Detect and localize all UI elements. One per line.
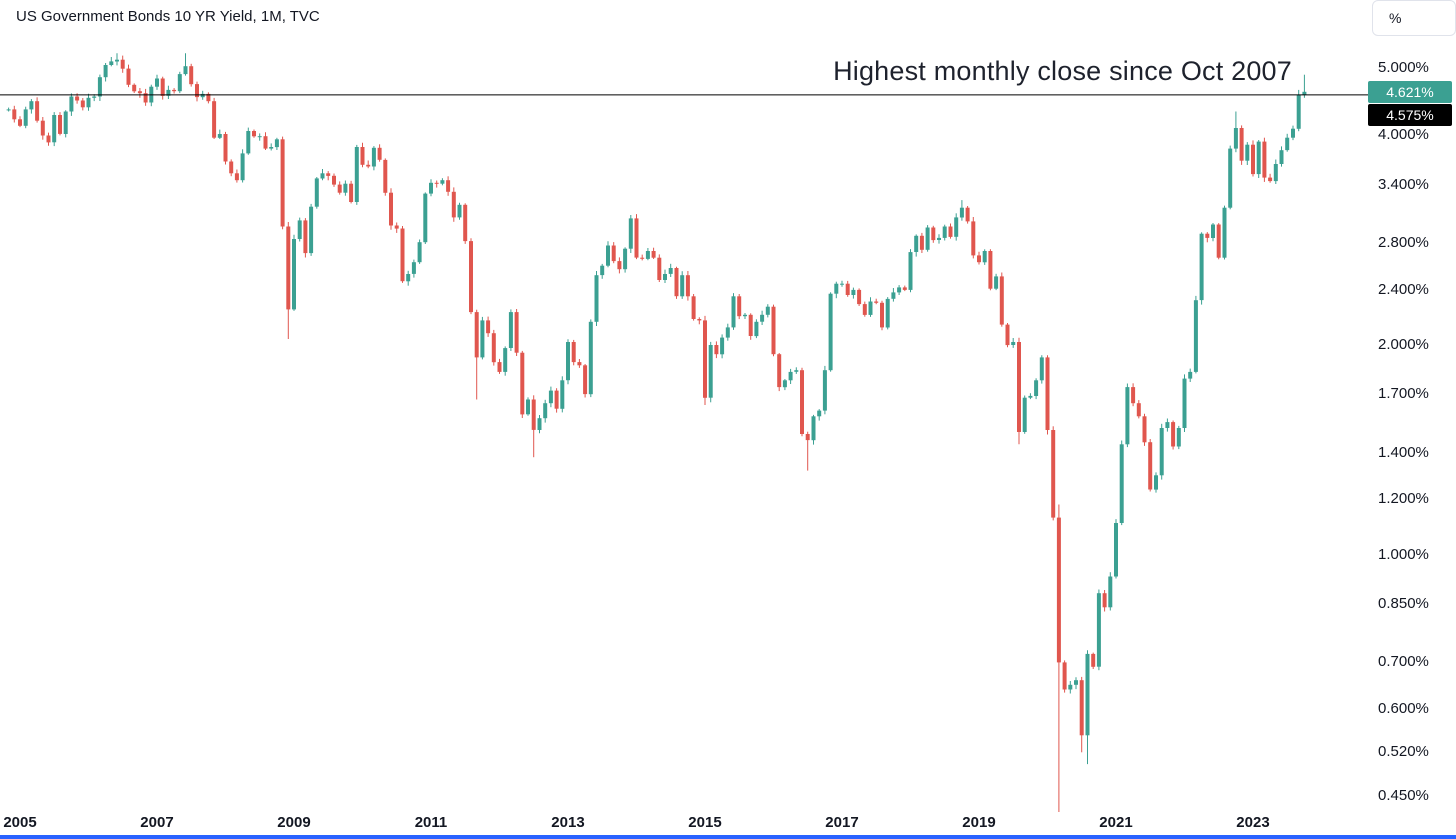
price-tick-label: 4.000% xyxy=(1378,126,1429,144)
percent-scale-label: % xyxy=(1389,10,1402,26)
time-tick-label: 2011 xyxy=(414,814,448,831)
price-tick-label: 2.000% xyxy=(1378,336,1429,354)
price-tick-label: 1.400% xyxy=(1378,443,1429,461)
time-tick-label: 2023 xyxy=(1236,814,1270,831)
price-tick-label: 0.600% xyxy=(1378,700,1429,718)
chart-area: Highest monthly close since Oct 2007 US … xyxy=(0,0,1368,812)
price-tick-label: 0.520% xyxy=(1378,743,1429,761)
time-axis[interactable]: 2005 2007 2009 2011 2013 2015 2017 2019 2021 2023 xyxy=(0,812,1368,835)
time-tick-label: 2015 xyxy=(688,814,722,831)
price-tick-label: 2.800% xyxy=(1378,234,1429,252)
last-price-label: 4.621% xyxy=(1368,80,1452,103)
time-tick-label: 2019 xyxy=(962,814,996,831)
price-tick-label: 3.400% xyxy=(1378,175,1429,193)
price-tick-label: 1.200% xyxy=(1378,490,1429,508)
time-tick-label: 2007 xyxy=(140,814,174,831)
price-tick-label: 1.000% xyxy=(1378,545,1429,563)
bottom-accent-bar xyxy=(0,835,1456,839)
time-tick-label: 2009 xyxy=(277,814,311,831)
time-tick-label: 2005 xyxy=(3,814,37,831)
price-line-label: 4.575% xyxy=(1368,103,1452,126)
price-axis[interactable]: 4.621% 4.575% 5.000% 4.000% 3.400% 2.800% 2.… xyxy=(1368,0,1456,812)
candlestick-plot[interactable] xyxy=(0,0,1368,812)
time-tick-label: 2021 xyxy=(1099,814,1133,831)
price-tick-label: 5.000% xyxy=(1378,59,1429,76)
price-tick-label: 0.850% xyxy=(1378,594,1429,612)
price-tick-label: 1.700% xyxy=(1378,385,1429,403)
symbol-title[interactable]: US Government Bonds 10 YR Yield, 1M, TVC xyxy=(16,8,320,25)
price-tick-label: 2.400% xyxy=(1378,280,1429,298)
time-tick-label: 2017 xyxy=(825,814,859,831)
annotation-text: Highest monthly close since Oct 2007 xyxy=(833,56,1292,86)
percent-scale-button[interactable]: % xyxy=(1372,0,1456,36)
price-tick-label: 0.450% xyxy=(1378,787,1429,804)
time-tick-label: 2013 xyxy=(551,814,585,831)
price-tick-label: 0.700% xyxy=(1378,653,1429,671)
